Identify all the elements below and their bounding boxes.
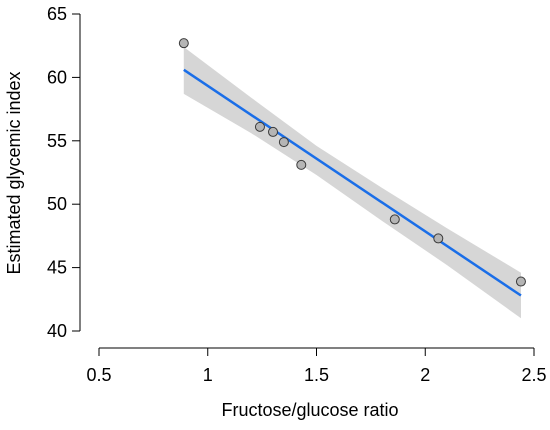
x-tick-label: 1.5 <box>304 365 329 385</box>
x-tick-label: 2 <box>420 365 430 385</box>
y-axis-title: Estimated glycemic index <box>4 71 24 274</box>
y-tick-label: 40 <box>47 321 67 341</box>
x-axis-title: Fructose/glucose ratio <box>221 400 398 420</box>
x-tick-label: 0.5 <box>86 365 111 385</box>
plot-area <box>178 38 526 319</box>
data-point-6 <box>389 214 400 225</box>
data-point-2 <box>254 121 265 132</box>
data-point-8 <box>515 276 526 287</box>
data-point-3 <box>268 126 278 137</box>
data-point-7 <box>433 233 444 244</box>
regression-line <box>183 68 522 297</box>
axes: 0.5 1 1.5 2 2.5 40 45 50 55 60 65 <box>47 4 547 385</box>
data-point-5 <box>296 159 307 170</box>
x-tick-label: 2.5 <box>521 365 546 385</box>
data-point-1 <box>178 38 189 49</box>
y-tick-label: 50 <box>47 194 67 214</box>
data-point-4 <box>278 137 289 148</box>
y-tick-label: 55 <box>47 131 67 151</box>
y-tick-label: 45 <box>47 258 67 278</box>
y-tick-label: 60 <box>47 67 67 87</box>
y-tick-label: 65 <box>47 4 67 24</box>
x-tick-label: 1 <box>203 365 213 385</box>
